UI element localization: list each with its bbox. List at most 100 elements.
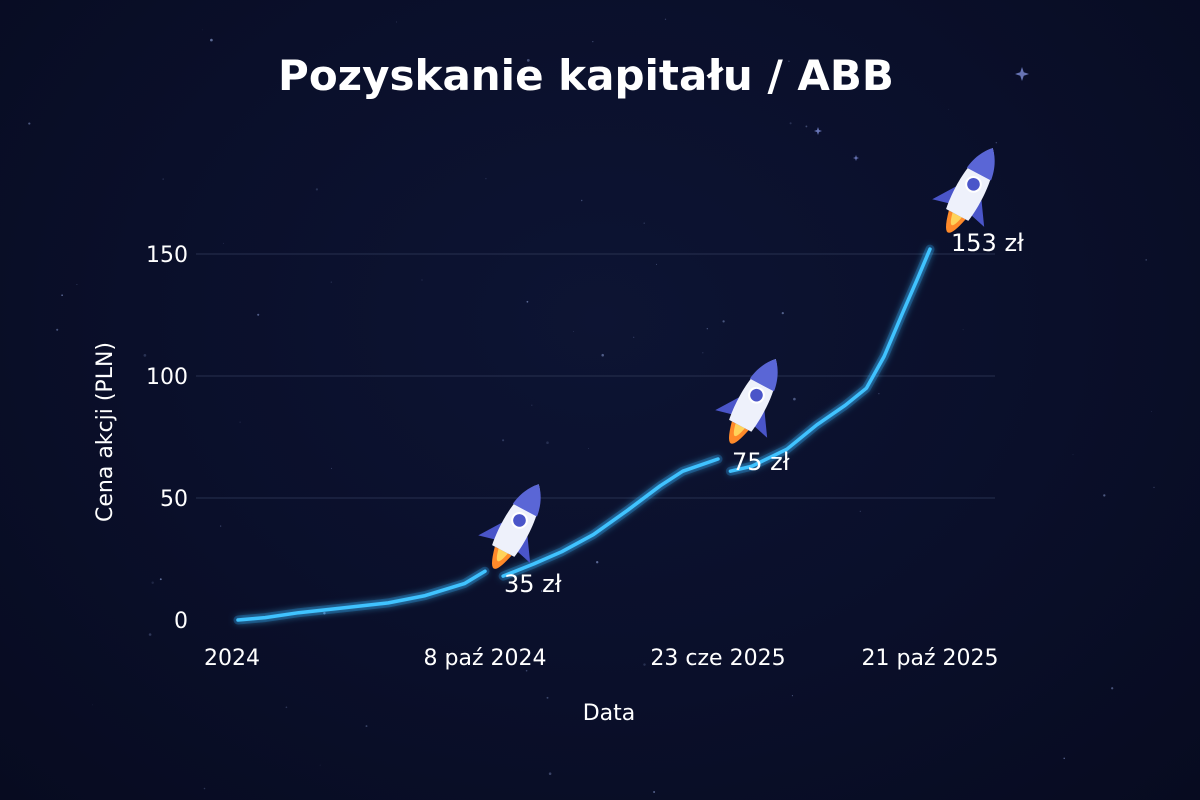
star [633,336,635,338]
y-tick-label: 50 [160,487,188,512]
star [791,695,793,697]
series-line [728,247,932,473]
star [330,281,332,283]
star [1145,259,1147,261]
x-axis-label: Data [583,701,636,726]
star [789,122,792,125]
star [995,142,997,144]
star [396,21,398,23]
line-glow [725,244,935,476]
star [706,328,708,330]
star [319,764,321,766]
star [331,467,333,469]
star [702,352,704,354]
series-line [501,457,720,578]
rocket-icon [932,148,995,233]
star [148,633,152,636]
star [526,300,529,303]
star [1072,454,1074,456]
star [859,510,861,512]
star [653,791,656,793]
star [643,663,646,666]
star-field [28,18,1155,793]
star [548,772,552,775]
chart-title: Pozyskanie kapitału / ABB [278,51,894,100]
star [365,725,368,728]
y-tick-label: 100 [146,365,188,390]
star [210,38,213,42]
data-label: 35 zł [504,570,562,598]
star [223,242,224,244]
star [546,696,549,699]
star [525,669,528,672]
star [203,787,206,790]
star [573,331,574,333]
star [722,320,725,323]
star [56,328,59,331]
star [592,40,594,43]
star [502,439,505,442]
star [546,441,549,444]
star [962,329,964,331]
sparkle-icon [814,127,822,135]
rocket-icon [478,484,541,569]
y-tick-label: 0 [174,609,188,634]
star [1151,411,1152,412]
star [421,279,423,281]
rocket-markers [478,148,995,569]
star [596,561,599,564]
star [656,263,657,265]
star [878,393,880,395]
y-axis-label: Cena akcji (PLN) [93,342,118,522]
star [588,448,589,450]
line-glow [233,566,490,625]
star [643,222,645,224]
star [805,125,808,128]
sparkle-icon [853,155,859,161]
rocket-icon [715,359,778,444]
star [159,578,162,581]
x-tick-label: 2024 [204,646,260,671]
star [748,68,750,70]
star [580,199,583,202]
star [323,612,326,615]
price-line [233,244,935,625]
star [485,177,487,180]
star [788,60,790,63]
data-labels: 35 zł 75 zł 153 zł [504,229,1024,598]
star [601,353,604,357]
star [793,397,796,401]
star [948,108,950,110]
data-label: 153 zł [951,229,1024,257]
star [315,188,319,191]
star [61,294,63,297]
x-tick-label: 8 paź 2024 [424,646,547,671]
series-line [236,569,487,622]
star [76,283,78,286]
y-tick-label: 150 [146,243,188,268]
star [1111,687,1114,690]
star [541,590,543,592]
star [220,525,222,527]
star [781,311,784,315]
x-axis-ticks: 2024 8 paź 2024 23 cze 2025 21 paź 2025 [204,646,998,671]
grid-lines [196,253,995,499]
star [239,421,241,423]
star [1063,757,1065,760]
data-label: 75 zł [732,448,790,476]
star [28,122,31,125]
star [257,313,260,316]
star [526,59,530,62]
star [1103,494,1106,497]
star [202,29,203,31]
sparkle-icon [1015,67,1029,81]
star [664,18,667,20]
y-axis-ticks: 0 50 100 150 [146,243,188,634]
x-tick-label: 21 paź 2025 [862,646,999,671]
x-tick-label: 23 cze 2025 [650,646,785,671]
star [92,704,93,706]
star [531,404,533,406]
star [1153,486,1155,489]
star [143,354,147,357]
